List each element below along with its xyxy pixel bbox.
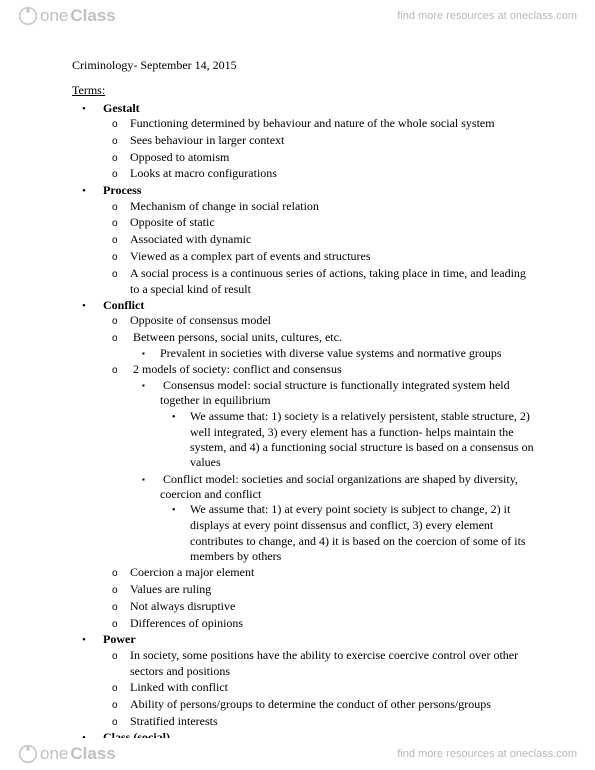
brand-part2: Class — [70, 6, 115, 26]
list-item: Mechanism of change in social relation — [130, 199, 535, 215]
list-item: Looks at macro configurations — [130, 166, 535, 182]
logo-icon — [18, 6, 38, 26]
list-item: Not always disruptive — [130, 599, 535, 615]
list-item: Associated with dynamic — [130, 232, 535, 248]
term-process: Process Mechanism of change in social re… — [100, 183, 535, 297]
list-item: 2 models of society: conflict and consen… — [130, 362, 535, 564]
brand-logo: oneClass — [18, 6, 116, 26]
term-name: Gestalt — [103, 101, 140, 115]
term-conflict: Conflict Opposite of consensus model Bet… — [100, 298, 535, 631]
brand-part1: one — [40, 6, 68, 26]
list-item: Sees behaviour in larger context — [130, 133, 535, 149]
term-power: Power In society, some positions have th… — [100, 632, 535, 729]
list-item: We assume that: 1) at every point societ… — [190, 502, 535, 564]
list-item: Prevalent in societies with diverse valu… — [160, 346, 535, 361]
footer-tagline: find more resources at oneclass.com — [397, 748, 577, 760]
page-footer: oneClass find more resources at oneclass… — [0, 738, 595, 770]
list-item: Stratified interests — [130, 714, 535, 730]
header-tagline: find more resources at oneclass.com — [397, 10, 577, 22]
term-gestalt: Gestalt Functioning determined by behavi… — [100, 101, 535, 183]
brand-part2: Class — [70, 744, 115, 764]
list-item: Functioning determined by behaviour and … — [130, 116, 535, 132]
page-header: oneClass find more resources at oneclass… — [0, 0, 595, 32]
list-item: A social process is a continuous series … — [130, 266, 535, 297]
list-item: In society, some positions have the abil… — [130, 648, 535, 679]
list-item: Ability of persons/groups to determine t… — [130, 697, 535, 713]
list-item: Viewed as a complex part of events and s… — [130, 249, 535, 265]
document-body: Criminology- September 14, 2015 Terms: G… — [72, 58, 535, 747]
list-item: Consensus model: social structure is fun… — [160, 378, 535, 471]
brand-part1: one — [40, 744, 68, 764]
logo-icon — [18, 744, 38, 764]
terms-list: Gestalt Functioning determined by behavi… — [72, 101, 535, 746]
list-item-text: Conflict model: societies and social org… — [160, 472, 518, 501]
section-heading: Terms: — [72, 83, 535, 98]
list-item: Between persons, social units, cultures,… — [130, 330, 535, 361]
list-item: Opposite of consensus model — [130, 313, 535, 329]
list-item: We assume that: 1) society is a relative… — [190, 409, 535, 471]
term-name: Power — [103, 632, 136, 646]
list-item-text: Between persons, social units, cultures,… — [133, 330, 342, 344]
list-item: Coercion a major element — [130, 565, 535, 581]
list-item: Conflict model: societies and social org… — [160, 472, 535, 565]
term-name: Conflict — [103, 298, 144, 312]
list-item: Differences of opinions — [130, 616, 535, 632]
list-item-text: Consensus model: social structure is fun… — [160, 378, 510, 407]
brand-logo: oneClass — [18, 744, 116, 764]
list-item: Opposite of static — [130, 215, 535, 231]
list-item: Linked with conflict — [130, 680, 535, 696]
doc-title: Criminology- September 14, 2015 — [72, 58, 535, 73]
list-item-text: 2 models of society: conflict and consen… — [133, 362, 342, 376]
term-name: Process — [103, 183, 141, 197]
list-item: Opposed to atomism — [130, 150, 535, 166]
list-item: Values are ruling — [130, 582, 535, 598]
